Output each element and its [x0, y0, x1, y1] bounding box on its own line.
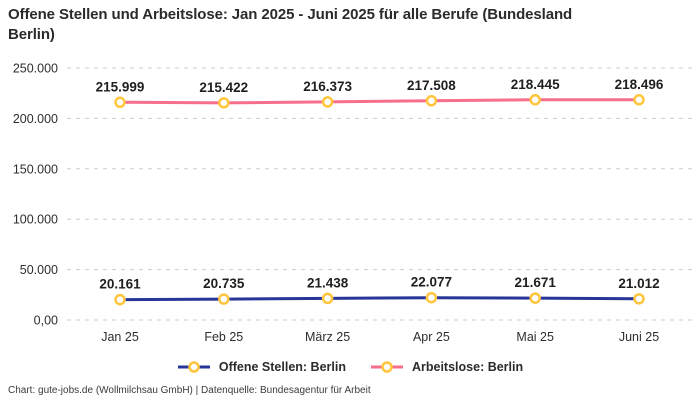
data-point-marker[interactable] — [114, 96, 126, 109]
chart-svg: 0,00 50.000 100.000 150.000 200.000 250.000 Ja… — [13, 62, 693, 344]
data-point-marker[interactable] — [425, 291, 438, 304]
data-point-label: 20.161 — [99, 277, 141, 292]
data-point-label: 215.999 — [96, 79, 145, 94]
chart-title: Offene Stellen und Arbeitslose: Jan 2025… — [8, 5, 684, 45]
legend-marker-ring-icon — [188, 361, 200, 373]
data-point-label: 218.445 — [511, 77, 560, 92]
data-point-marker[interactable] — [321, 292, 334, 305]
legend-swatch-line-icon — [177, 361, 210, 373]
x-axis-tick-label: März 25 — [305, 330, 350, 344]
x-axis-tick-label: Jan 25 — [101, 330, 139, 344]
legend-item-arbeitslose: Arbeitslose: Berlin — [370, 360, 523, 374]
data-point-label: 21.438 — [307, 275, 349, 290]
y-axis-tick-label: 150.000 — [13, 162, 58, 176]
chart-title-line2: Berlin) — [8, 26, 55, 43]
data-point-marker[interactable] — [633, 94, 645, 106]
data-point-marker[interactable] — [529, 292, 541, 304]
x-axis-tick-label: Mai 25 — [516, 330, 554, 344]
legend: Offene Stellen: Berlin Arbeitslose: Berl… — [0, 360, 700, 374]
data-point-label: 216.373 — [303, 79, 352, 94]
legend-item-offene-stellen: Offene Stellen: Berlin — [177, 360, 346, 374]
data-point-marker[interactable] — [425, 95, 438, 107]
legend-swatch-line-icon — [370, 361, 403, 373]
data-point-marker[interactable] — [633, 293, 645, 305]
chart-title-line1: Offene Stellen und Arbeitslose: Jan 2025… — [8, 6, 573, 23]
data-point-label: 218.496 — [615, 77, 664, 92]
data-point-marker[interactable] — [218, 97, 230, 109]
series-line — [118, 296, 641, 302]
y-axis-tick-label: 0,00 — [34, 314, 58, 328]
data-point-marker[interactable] — [321, 96, 334, 108]
x-axis-tick-label: Feb 25 — [204, 330, 243, 344]
data-point-label: 215.422 — [199, 80, 248, 95]
data-point-label: 20.735 — [203, 276, 245, 291]
y-axis-tick-label: 250.000 — [13, 62, 58, 76]
y-axis-tick-label: 100.000 — [13, 213, 58, 227]
legend-label-arbeitslose: Arbeitslose: Berlin — [411, 360, 524, 374]
attribution-footer: Chart: gute-jobs.de (Wollmilchsau GmbH) … — [8, 385, 371, 396]
x-axis-tick-label: Juni 25 — [619, 330, 659, 344]
data-point-marker[interactable] — [114, 293, 126, 306]
y-axis-tick-label: 50.000 — [20, 263, 58, 277]
data-point-label: 21.671 — [515, 275, 557, 290]
data-point-marker[interactable] — [218, 293, 230, 305]
legend-label-offene-stellen: Offene Stellen: Berlin — [218, 360, 346, 374]
data-point-label: 21.012 — [618, 276, 659, 291]
data-point-label: 22.077 — [411, 275, 452, 290]
series-line — [118, 98, 641, 105]
x-axis-tick-label: Apr 25 — [413, 330, 450, 344]
y-axis-tick-label: 200.000 — [13, 112, 58, 126]
legend-marker-ring-icon — [381, 361, 393, 373]
data-point-marker[interactable] — [529, 94, 541, 106]
data-point-label: 217.508 — [407, 78, 456, 93]
